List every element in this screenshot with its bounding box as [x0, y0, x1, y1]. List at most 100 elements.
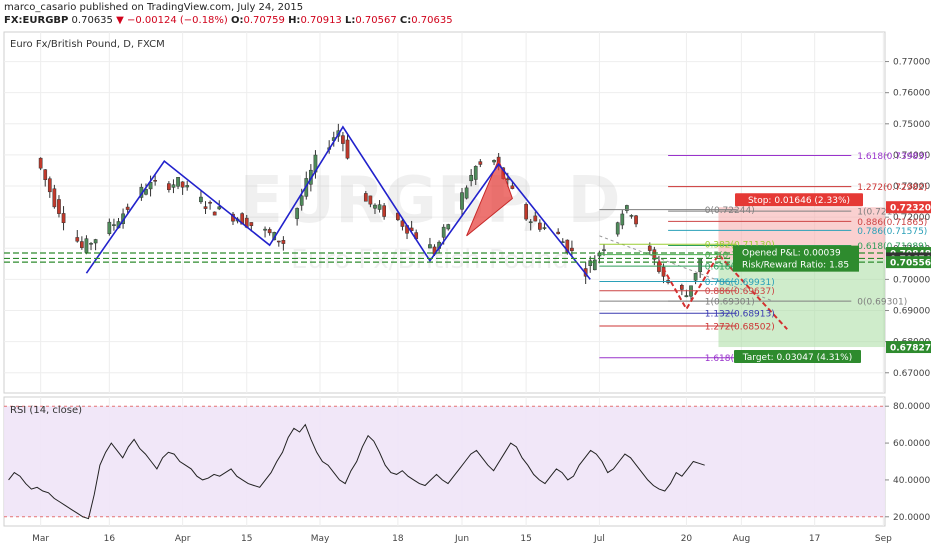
candle-body — [441, 226, 446, 238]
x-tick-label: Apr — [175, 534, 191, 544]
candle-body — [492, 160, 496, 163]
candle-body — [112, 224, 116, 226]
price-badge-label: 0.72320 — [890, 204, 931, 214]
price-badge-label: 0.67827 — [890, 344, 931, 354]
stop-label: Stop: 0.01646 (2.33%) — [748, 196, 850, 206]
price-badge-bg — [886, 256, 931, 269]
candle-body — [592, 259, 597, 271]
low-label: L: — [344, 15, 356, 26]
candle-body — [341, 135, 345, 144]
candle-body — [185, 185, 190, 188]
candle-body — [625, 205, 629, 211]
price-badge-bg — [886, 201, 931, 214]
candle-body — [47, 178, 52, 193]
candle-body — [698, 258, 703, 273]
candle-body — [528, 221, 533, 224]
candle-body — [510, 185, 515, 189]
candle-body — [469, 174, 474, 182]
candle-body — [281, 240, 286, 244]
candle-body — [524, 204, 528, 220]
fib-retracement-label: 1(0.69301) — [705, 298, 755, 308]
stop-label-bg — [735, 193, 863, 207]
target-label: Target: 0.03047 (4.31%) — [742, 353, 852, 363]
x-tick-label: 15 — [520, 534, 531, 544]
guide-line — [599, 235, 774, 302]
candle-body — [363, 193, 368, 202]
pnl-box-bg — [733, 245, 859, 272]
candle-body — [84, 238, 89, 253]
candle-body — [478, 161, 483, 165]
candle-body — [249, 222, 254, 226]
x-tick-label: 17 — [809, 534, 820, 544]
candle-body — [602, 249, 606, 251]
high-label: H: — [288, 15, 301, 26]
candle-body — [373, 204, 377, 209]
candle-body — [171, 184, 176, 188]
candle-body — [382, 205, 386, 217]
x-tick-label: Sep — [875, 534, 892, 544]
price-badge-bg — [886, 341, 931, 354]
fib-retracement-label: 0(0.72244) — [705, 206, 755, 216]
candle-body — [400, 220, 405, 227]
projection-path — [658, 252, 788, 330]
candle-body — [588, 260, 593, 266]
candle-body — [570, 247, 574, 252]
rsi-line — [8, 423, 705, 520]
candle-body — [538, 222, 542, 230]
target-label-bg — [734, 350, 861, 364]
candle-body — [299, 195, 304, 206]
y-tick-label: 0.67000 — [893, 369, 930, 379]
candle-body — [93, 239, 98, 244]
x-tick-label: May — [311, 534, 330, 544]
opened-pnl-label: Opened P&L: 0.00039 — [742, 249, 841, 259]
candle-body — [446, 224, 451, 230]
candle-body — [620, 213, 625, 226]
candle-body — [208, 202, 212, 204]
last-price: 0.70635 — [71, 15, 113, 26]
fib-extension-label: 0.886(0.71865) — [857, 218, 927, 228]
price-change: ▼ −0.00124 (−0.18%) — [116, 15, 228, 26]
fib-extension-label: 0.786(0.71575) — [857, 227, 927, 237]
rsi-plot-area — [4, 405, 885, 520]
y-tick-label: 0.72000 — [893, 213, 930, 223]
symbol-info: FX:EURGBP 0.70635 ▼ −0.00124 (−0.18%) O:… — [4, 15, 453, 26]
pattern-triangle — [466, 158, 513, 237]
fib-extension-label: 1(0.72194) — [857, 208, 907, 218]
candle-body — [180, 181, 185, 188]
x-tick-label: 20 — [681, 534, 693, 544]
author-link[interactable]: marco_casario — [4, 2, 77, 13]
candle-body — [542, 227, 547, 229]
rsi-y-tick-label: 60.0000 — [893, 439, 930, 449]
fib-retracement-label: 1.272(0.68502) — [705, 323, 775, 333]
price-plot-area — [4, 123, 885, 359]
symbol-label[interactable]: FX:EURGBP — [4, 15, 69, 26]
candle-body — [345, 139, 350, 159]
low-value: 0.70567 — [355, 15, 397, 26]
candle-body — [684, 295, 689, 298]
harmonic-pattern-line — [85, 125, 591, 280]
target-zone — [718, 259, 885, 348]
candle-body — [428, 244, 432, 249]
candle-body — [144, 189, 148, 195]
candle-body — [52, 188, 57, 208]
x-tick-label: 15 — [241, 534, 252, 544]
candle-body — [43, 169, 48, 180]
candle-body — [629, 215, 634, 217]
candle-body — [377, 204, 382, 210]
close-label: C: — [399, 15, 412, 26]
candle-body — [267, 229, 272, 234]
candle-body — [57, 199, 61, 214]
candle-body — [679, 285, 684, 290]
y-tick-label: 0.69000 — [893, 307, 930, 317]
x-tick-label: Aug — [733, 534, 751, 544]
candle-body — [153, 180, 157, 182]
candle-body — [396, 212, 400, 221]
y-tick-label: 0.74000 — [893, 151, 930, 161]
rsi-band-fill — [4, 406, 885, 517]
x-tick-label: 16 — [104, 534, 116, 544]
x-tick-label: Jul — [593, 534, 605, 544]
candle-body — [533, 215, 538, 222]
candle-body — [167, 183, 171, 190]
x-tick-label: 18 — [392, 534, 404, 544]
